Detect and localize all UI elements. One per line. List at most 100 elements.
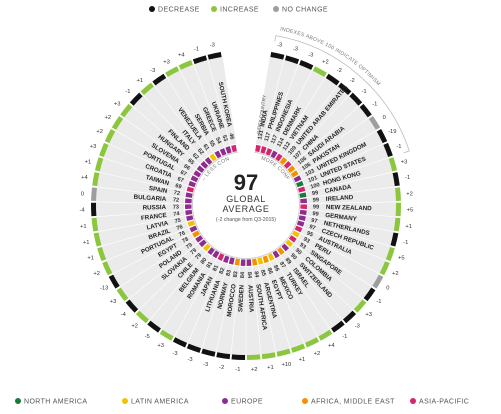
legend-swatch [211,6,217,12]
change-band [93,232,102,247]
country-label: RUSSIA [143,204,167,212]
region-marker [287,165,296,173]
region-marker [214,150,222,159]
index-value: 80 [200,257,209,266]
change-value: -3 [293,47,298,53]
change-band [159,329,174,341]
legend-label: NO CHANGE [282,7,328,14]
change-value: -2 [337,68,342,74]
change-band [342,310,357,324]
legend-swatch [15,398,21,404]
change-value: +1 [80,224,87,230]
index-value: 62 [196,148,205,157]
index-value: 83 [226,269,233,277]
index-value: 78 [181,236,189,244]
region-marker [246,259,252,266]
change-band [331,320,345,333]
index-value: 75 [174,218,181,225]
legend-swatch [410,398,416,404]
spoke-line [299,130,377,175]
index-value: 67 [179,170,187,178]
region-marker [186,186,195,193]
legend-label: INCREASE [220,7,259,14]
change-band [186,343,202,353]
change-band [111,115,124,130]
region-marker [297,186,306,193]
spoke-line [103,157,188,186]
change-band [94,157,104,172]
change-value: +2 [96,129,103,135]
change-value: +1 [87,256,94,262]
change-band [147,320,161,333]
legend-bottom-item: EUROPE [222,398,263,406]
index-value: 82 [219,267,227,275]
index-value: 101 [308,175,319,184]
spoke-line [257,265,276,353]
spoke-line [123,117,196,170]
change-value: -3 [203,362,208,368]
spoke-line [108,143,190,181]
change-value: 0 [81,191,84,197]
change-band [216,352,231,360]
spoke-line [278,77,326,153]
region-marker [185,209,193,216]
index-value: 99 [313,204,319,210]
spoke-line [303,227,386,261]
region-marker [234,258,240,266]
change-value: -3 [210,42,215,48]
change-band [372,274,384,289]
spoke-line [294,243,364,300]
country-label: LATVIA [146,220,169,232]
spoke-line [132,106,200,165]
region-marker [185,192,193,198]
change-band [129,92,143,106]
region-marker [275,153,283,162]
index-value: 79 [194,252,203,261]
spoke-line [120,238,195,287]
region-marker [185,198,192,204]
country-label: NEW ZEALAND [326,204,372,212]
change-band [284,55,300,65]
change-value: +1 [137,78,144,84]
index-value: 81 [212,264,220,272]
change-band [91,187,97,201]
spoke-line [193,64,225,147]
index-value: 103 [305,168,316,178]
change-value: +1 [405,224,412,230]
country-label: BULGARIA [133,194,167,203]
index-value: 85 [259,269,266,277]
change-band [104,129,116,144]
index-value: 55 [208,140,216,148]
region-marker [265,148,273,156]
change-value: +2 [131,323,138,329]
legend-label: AFRICA, MIDDLE EAST [311,399,395,406]
spoke-line [306,215,394,232]
index-value: 83 [233,271,240,278]
legend-swatch [222,398,228,404]
change-value: +3 [114,101,121,107]
index-value: 89 [284,257,293,266]
change-band [91,217,99,232]
index-value: 46 [228,133,235,140]
change-value: -1 [125,89,130,95]
index-value: 81 [206,261,214,269]
change-band [318,329,333,341]
spoke-line [96,201,185,205]
spoke-line [267,64,299,147]
spoke-line [207,59,231,146]
change-band [353,299,367,313]
index-value: 53 [221,134,229,142]
change-band [91,202,97,217]
change-band [276,348,291,357]
index-value: 67 [176,176,184,184]
legend-label: NORTH AMERICA [24,399,87,406]
change-value: +1 [83,240,90,246]
change-band [392,172,400,187]
spoke-line [154,85,209,156]
change-value: +1 [267,365,274,371]
index-value: 74 [173,211,181,218]
index-value: 73 [173,204,179,210]
region-marker [186,215,194,222]
change-band [359,103,372,118]
region-marker [196,165,205,173]
